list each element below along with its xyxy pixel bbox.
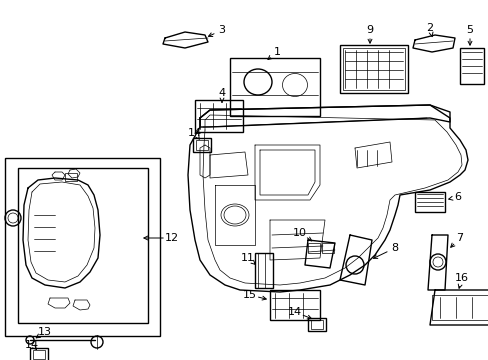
- Bar: [30, 348, 48, 360]
- Bar: [310, 320, 323, 329]
- Text: 9: 9: [366, 25, 373, 35]
- Text: 2: 2: [426, 23, 433, 33]
- Bar: [414, 192, 444, 212]
- Text: 14: 14: [25, 340, 39, 350]
- Bar: [254, 253, 272, 288]
- Bar: [459, 48, 483, 84]
- Text: 12: 12: [164, 233, 179, 243]
- Bar: [229, 58, 319, 116]
- Text: 5: 5: [466, 25, 472, 35]
- Bar: [193, 138, 210, 152]
- Bar: [321, 243, 333, 253]
- Text: 11: 11: [241, 253, 254, 263]
- Text: 13: 13: [38, 327, 52, 337]
- Bar: [269, 290, 319, 320]
- Bar: [431, 295, 488, 320]
- Text: 6: 6: [453, 192, 461, 202]
- Bar: [342, 48, 404, 90]
- Bar: [307, 243, 319, 253]
- Text: 14: 14: [287, 307, 302, 317]
- Bar: [196, 140, 207, 150]
- Text: 15: 15: [243, 290, 257, 300]
- Bar: [18, 168, 148, 323]
- Bar: [339, 45, 407, 93]
- Bar: [195, 100, 243, 132]
- Text: 16: 16: [454, 273, 468, 283]
- Text: 14: 14: [187, 128, 202, 138]
- Text: 3: 3: [218, 25, 225, 35]
- Bar: [5, 158, 160, 336]
- Text: 4: 4: [218, 88, 225, 98]
- Text: 1: 1: [273, 47, 280, 57]
- Bar: [65, 173, 77, 181]
- Text: 10: 10: [292, 228, 306, 238]
- Text: 7: 7: [455, 233, 463, 243]
- Bar: [307, 318, 325, 331]
- Text: 8: 8: [390, 243, 398, 253]
- Bar: [33, 350, 45, 359]
